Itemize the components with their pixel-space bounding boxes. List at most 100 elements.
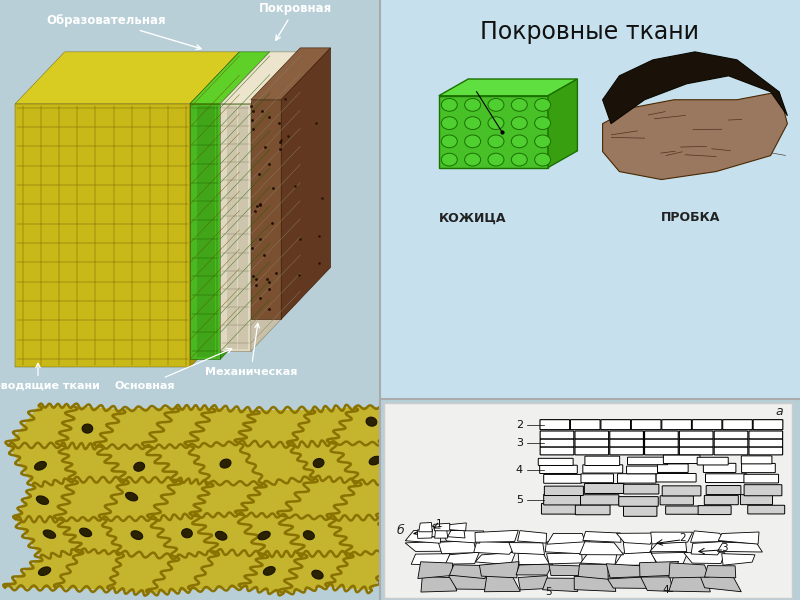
- FancyBboxPatch shape: [575, 505, 610, 515]
- Polygon shape: [438, 541, 477, 554]
- FancyBboxPatch shape: [544, 494, 582, 505]
- Polygon shape: [441, 530, 484, 543]
- Polygon shape: [651, 553, 688, 565]
- Ellipse shape: [38, 567, 50, 575]
- Polygon shape: [5, 550, 82, 588]
- FancyBboxPatch shape: [618, 473, 656, 483]
- Text: б: б: [397, 524, 405, 536]
- Polygon shape: [690, 531, 727, 542]
- Ellipse shape: [488, 117, 504, 130]
- Text: Проводящие ткани: Проводящие ткани: [0, 363, 100, 391]
- Polygon shape: [238, 478, 315, 515]
- FancyBboxPatch shape: [610, 439, 643, 447]
- Polygon shape: [102, 480, 178, 519]
- Polygon shape: [650, 532, 693, 544]
- Polygon shape: [574, 576, 616, 592]
- Polygon shape: [15, 519, 82, 557]
- FancyBboxPatch shape: [748, 505, 785, 514]
- FancyBboxPatch shape: [540, 439, 574, 447]
- FancyBboxPatch shape: [703, 463, 736, 472]
- Polygon shape: [330, 443, 404, 484]
- Text: 1: 1: [435, 518, 442, 529]
- FancyBboxPatch shape: [610, 447, 643, 455]
- Polygon shape: [602, 52, 787, 124]
- Polygon shape: [485, 575, 520, 592]
- Ellipse shape: [36, 496, 49, 505]
- Polygon shape: [146, 407, 211, 447]
- Polygon shape: [446, 552, 479, 564]
- Polygon shape: [15, 52, 239, 104]
- Polygon shape: [97, 407, 175, 447]
- FancyBboxPatch shape: [583, 465, 622, 473]
- FancyBboxPatch shape: [692, 419, 722, 430]
- FancyBboxPatch shape: [656, 473, 696, 482]
- Polygon shape: [282, 48, 330, 319]
- FancyBboxPatch shape: [575, 431, 609, 439]
- FancyBboxPatch shape: [542, 503, 582, 514]
- Polygon shape: [447, 530, 465, 538]
- Polygon shape: [193, 514, 265, 554]
- Polygon shape: [15, 480, 74, 520]
- FancyBboxPatch shape: [631, 419, 661, 430]
- FancyBboxPatch shape: [627, 457, 668, 465]
- Text: Покровные ткани: Покровные ткани: [481, 20, 699, 44]
- Ellipse shape: [511, 117, 527, 130]
- Polygon shape: [578, 564, 608, 579]
- FancyBboxPatch shape: [540, 419, 570, 430]
- Polygon shape: [238, 443, 315, 484]
- Polygon shape: [606, 564, 646, 578]
- Ellipse shape: [442, 135, 458, 148]
- Polygon shape: [238, 410, 313, 445]
- Polygon shape: [251, 52, 300, 351]
- Ellipse shape: [465, 117, 481, 130]
- Polygon shape: [691, 541, 726, 555]
- Polygon shape: [406, 530, 442, 543]
- FancyBboxPatch shape: [744, 485, 782, 496]
- Polygon shape: [148, 552, 217, 593]
- Text: 4: 4: [662, 585, 669, 595]
- Polygon shape: [405, 541, 450, 551]
- FancyBboxPatch shape: [584, 484, 624, 493]
- FancyBboxPatch shape: [714, 431, 748, 439]
- FancyBboxPatch shape: [679, 431, 713, 439]
- FancyBboxPatch shape: [697, 457, 728, 465]
- Text: 5: 5: [545, 587, 551, 597]
- FancyBboxPatch shape: [645, 431, 678, 439]
- Ellipse shape: [303, 531, 314, 539]
- FancyBboxPatch shape: [538, 458, 573, 466]
- FancyBboxPatch shape: [741, 494, 773, 505]
- FancyBboxPatch shape: [722, 419, 752, 430]
- FancyBboxPatch shape: [623, 484, 659, 494]
- Polygon shape: [61, 406, 122, 446]
- Polygon shape: [421, 577, 457, 592]
- FancyBboxPatch shape: [704, 496, 738, 505]
- Ellipse shape: [442, 98, 458, 111]
- FancyBboxPatch shape: [744, 474, 778, 483]
- Ellipse shape: [82, 424, 93, 433]
- Polygon shape: [669, 563, 709, 578]
- FancyBboxPatch shape: [666, 506, 705, 514]
- Ellipse shape: [511, 135, 527, 148]
- FancyBboxPatch shape: [753, 419, 783, 430]
- Polygon shape: [617, 533, 656, 544]
- Text: 4: 4: [516, 464, 523, 475]
- Ellipse shape: [366, 417, 377, 426]
- Polygon shape: [650, 542, 686, 552]
- Polygon shape: [9, 406, 73, 446]
- Ellipse shape: [534, 117, 550, 130]
- FancyBboxPatch shape: [585, 456, 620, 466]
- FancyBboxPatch shape: [749, 439, 782, 447]
- Ellipse shape: [488, 135, 504, 148]
- Polygon shape: [602, 92, 787, 179]
- Ellipse shape: [80, 528, 92, 536]
- Polygon shape: [220, 52, 300, 104]
- Polygon shape: [418, 529, 433, 538]
- Polygon shape: [411, 554, 450, 565]
- FancyBboxPatch shape: [706, 485, 741, 494]
- FancyBboxPatch shape: [601, 419, 630, 430]
- Polygon shape: [479, 562, 519, 578]
- Ellipse shape: [312, 570, 323, 579]
- Polygon shape: [190, 552, 265, 590]
- FancyBboxPatch shape: [540, 465, 578, 473]
- Text: Основная: Основная: [114, 349, 232, 391]
